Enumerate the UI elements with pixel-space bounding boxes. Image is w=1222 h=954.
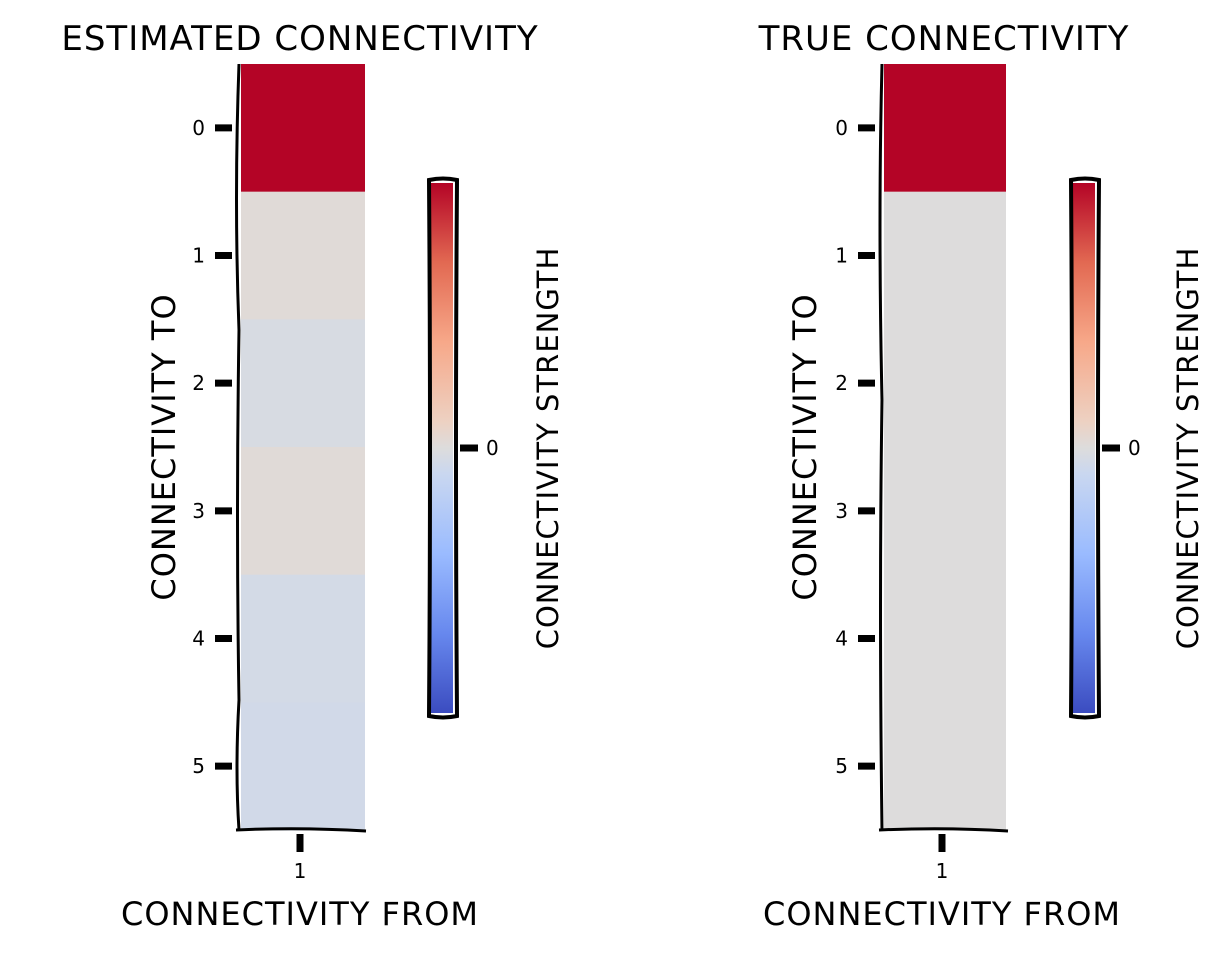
y-axis-spine — [878, 63, 884, 831]
heatmap-cell — [241, 702, 365, 831]
colorbar-label: CONNECTIVITY STRENGTH — [531, 247, 565, 650]
heatmap-cell — [241, 574, 365, 703]
colorbar-label: CONNECTIVITY STRENGTH — [1171, 247, 1205, 650]
y-tick-label: 1 — [192, 244, 205, 268]
y-tick-label: 3 — [835, 499, 848, 523]
colorbar-tick-label: 0 — [486, 436, 499, 460]
x-axis-label: CONNECTIVITY FROM — [763, 895, 1121, 933]
y-ticks: 0 1 2 3 4 5 — [192, 116, 232, 778]
heatmap-cells — [241, 64, 365, 831]
y-tick-label: 5 — [835, 754, 848, 778]
panel-estimated: ESTIMATED CONNECTIVITY 0 1 2 3 4 5 1 CONNECTI… — [61, 19, 565, 933]
y-tick-label: 2 — [192, 371, 205, 395]
y-tick-label: 4 — [192, 627, 205, 651]
panel-title: TRUE CONNECTIVITY — [758, 19, 1130, 59]
colorbar-tick-label: 0 — [1128, 436, 1141, 460]
y-axis-label: CONNECTIVITY TO — [786, 293, 824, 600]
y-tick-label: 3 — [192, 499, 205, 523]
x-axis-spine — [235, 827, 367, 833]
x-axis-spine — [878, 827, 1009, 833]
y-tick-label: 0 — [835, 116, 848, 140]
colorbar-gradient — [1073, 183, 1095, 713]
y-axis-label: CONNECTIVITY TO — [145, 293, 183, 600]
colorbar: 0 CONNECTIVITY STRENGTH — [426, 176, 565, 720]
y-tick-label: 2 — [835, 371, 848, 395]
heatmap-cell — [884, 447, 1006, 576]
heatmap-cell — [884, 191, 1006, 320]
y-tick-label: 5 — [192, 754, 205, 778]
colorbar: 0 CONNECTIVITY STRENGTH — [1068, 176, 1205, 720]
y-tick-label: 4 — [835, 627, 848, 651]
heatmap-cell — [241, 447, 365, 576]
heatmap-cells — [884, 64, 1006, 831]
heatmap-cell — [884, 319, 1006, 448]
colorbar-gradient — [431, 183, 453, 713]
heatmap-cell — [241, 64, 365, 193]
colorbar-frame — [426, 176, 460, 720]
panel-title: ESTIMATED CONNECTIVITY — [61, 19, 538, 59]
heatmap-cell — [884, 574, 1006, 703]
y-ticks: 0 1 2 3 4 5 — [835, 116, 875, 778]
y-tick-label: 1 — [835, 244, 848, 268]
heatmap-cell — [884, 64, 1006, 193]
x-axis-label: CONNECTIVITY FROM — [121, 895, 479, 933]
y-tick-label: 0 — [192, 116, 205, 140]
heatmap-cell — [241, 319, 365, 448]
panel-true: TRUE CONNECTIVITY 0 1 2 3 4 5 1 CONNECTIVITY … — [758, 19, 1205, 933]
heatmap-cell — [241, 191, 365, 320]
x-tick-label: 1 — [294, 859, 307, 883]
heatmap-cell — [884, 702, 1006, 831]
colorbar-frame — [1068, 176, 1102, 720]
x-tick-label: 1 — [936, 859, 949, 883]
y-axis-spine — [235, 63, 241, 831]
